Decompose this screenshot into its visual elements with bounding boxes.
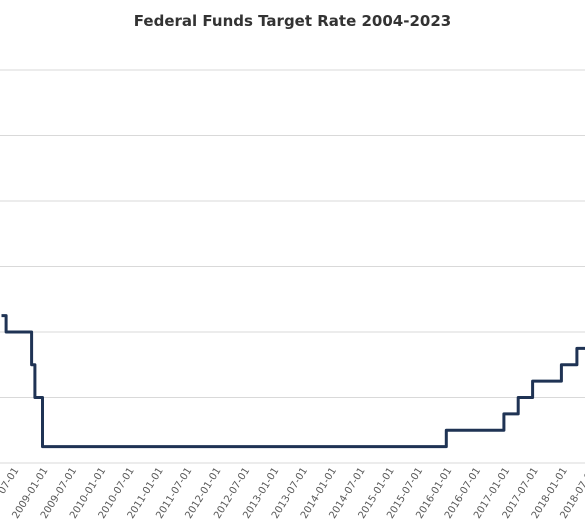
chart-title: Federal Funds Target Rate 2004-2023 bbox=[133, 12, 452, 30]
series-layer bbox=[1, 314, 585, 449]
series-line-0 bbox=[1, 314, 585, 449]
x-axis-tick-labels: 07-012009-01-012009-07-012010-01-012010-… bbox=[0, 466, 585, 521]
gridlines bbox=[0, 69, 585, 464]
x-tick-label: 07-01 bbox=[0, 466, 21, 496]
